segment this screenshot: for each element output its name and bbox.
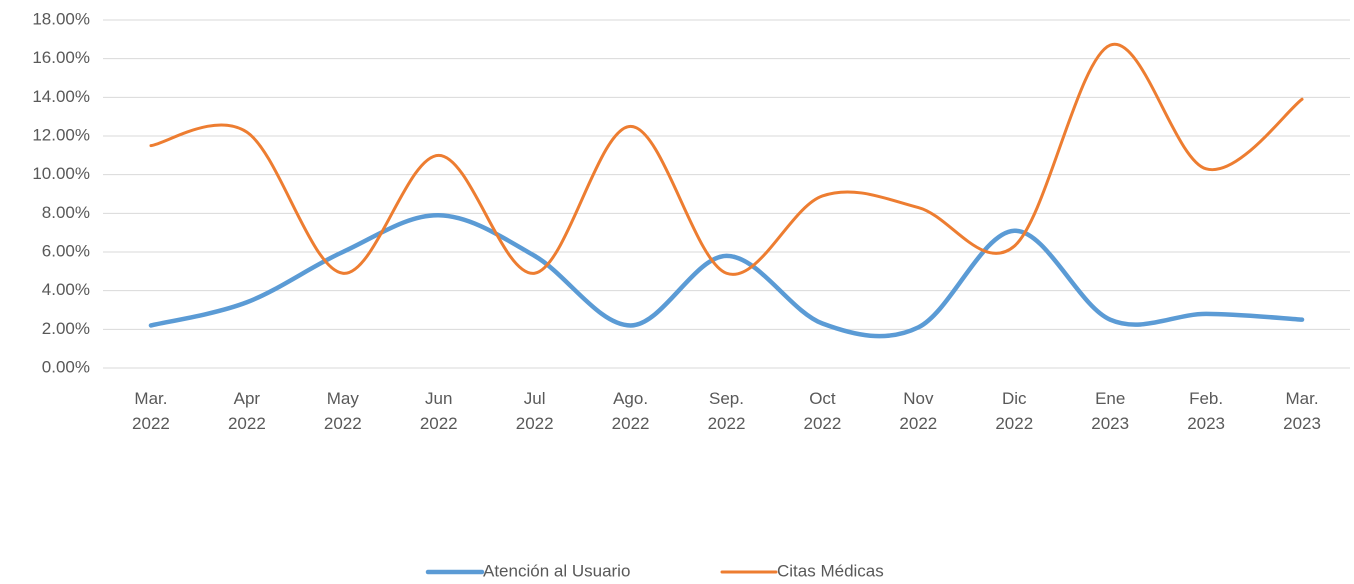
x-tick-line: 2022 xyxy=(132,414,170,433)
x-tick-line: 2022 xyxy=(516,414,554,433)
series-line xyxy=(149,42,1304,276)
x-tick-label: Sep. 2022 xyxy=(708,389,746,433)
series-line xyxy=(148,213,1305,339)
x-tick-label: Oct 2022 xyxy=(804,389,842,433)
y-tick-label: 12.00% xyxy=(32,125,90,144)
y-tick-label: 18.00% xyxy=(32,9,90,28)
x-tick-line: 2023 xyxy=(1283,414,1321,433)
x-tick-line: 2022 xyxy=(804,414,842,433)
x-tick-label: Jul 2022 xyxy=(516,389,554,433)
x-tick-label: Feb. 2023 xyxy=(1187,389,1225,433)
x-tick-line: Apr xyxy=(234,389,261,408)
x-tick-line: Jun xyxy=(425,389,452,408)
legend-label: Citas Médicas xyxy=(777,561,884,580)
x-tick-line: Oct xyxy=(809,389,836,408)
x-tick-label: Mar. 2023 xyxy=(1283,389,1321,433)
x-tick-line: 2022 xyxy=(899,414,937,433)
x-tick-label: Ago. 2022 xyxy=(612,389,650,433)
x-tick-line: Mar. xyxy=(134,389,167,408)
x-tick-label: May 2022 xyxy=(324,389,362,433)
y-tick-label: 14.00% xyxy=(32,87,90,106)
y-tick-label: 4.00% xyxy=(42,280,90,299)
x-tick-label: Mar. 2022 xyxy=(132,389,170,433)
x-tick-line: Ago. xyxy=(613,389,648,408)
x-tick-line: Feb. xyxy=(1189,389,1223,408)
x-tick-label: Apr 2022 xyxy=(228,389,266,433)
x-tick-label: Jun 2022 xyxy=(420,389,458,433)
y-tick-label: 16.00% xyxy=(32,48,90,67)
x-tick-line: 2022 xyxy=(708,414,746,433)
x-tick-label: Nov 2022 xyxy=(899,389,937,433)
x-tick-line: May xyxy=(327,389,360,408)
x-tick-label: Ene 2023 xyxy=(1091,389,1129,433)
x-tick-line: Nov xyxy=(903,389,934,408)
y-tick-label: 2.00% xyxy=(42,319,90,338)
y-tick-label: 10.00% xyxy=(32,164,90,183)
x-tick-line: Dic xyxy=(1002,389,1027,408)
x-tick-line: Mar. xyxy=(1286,389,1319,408)
x-tick-line: 2022 xyxy=(995,414,1033,433)
x-tick-line: 2023 xyxy=(1187,414,1225,433)
x-tick-line: 2022 xyxy=(612,414,650,433)
x-tick-line: 2022 xyxy=(324,414,362,433)
y-tick-label: 6.00% xyxy=(42,241,90,260)
x-tick-line: 2023 xyxy=(1091,414,1129,433)
x-tick-label: Dic 2022 xyxy=(995,389,1033,433)
x-tick-line: 2022 xyxy=(228,414,266,433)
x-tick-line: Jul xyxy=(524,389,546,408)
y-tick-label: 8.00% xyxy=(42,203,90,222)
x-tick-line: Sep. xyxy=(709,389,744,408)
x-tick-line: 2022 xyxy=(420,414,458,433)
legend-label: Atención al Usuario xyxy=(483,561,630,580)
y-tick-label: 0.00% xyxy=(42,357,90,376)
x-tick-line: Ene xyxy=(1095,389,1125,408)
